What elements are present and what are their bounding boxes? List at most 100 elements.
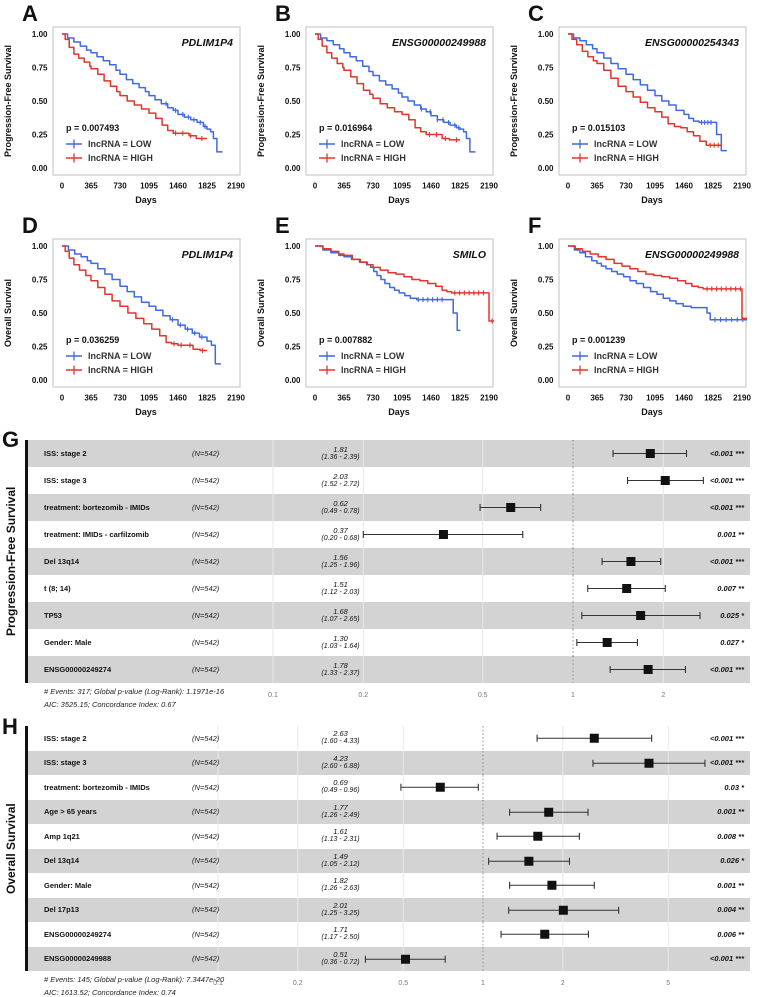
- row-n: (N=542): [192, 905, 220, 915]
- y-tick-label: 0.00: [285, 164, 301, 173]
- row-hazard-ratio: 2.03 (1.52 - 2.72): [283, 467, 398, 494]
- x-tick-label: 0: [60, 182, 65, 191]
- legend-label: lncRNA = LOW: [341, 139, 405, 149]
- x-tick-label: 365: [590, 182, 604, 191]
- p-value-label: p = 0.001239: [572, 335, 625, 345]
- gene-label: PDLIM1P4: [182, 249, 234, 261]
- forest-row-plot: [217, 873, 669, 898]
- row-p-value: 0.026 *: [720, 856, 744, 866]
- x-tick-label: 0: [60, 394, 65, 403]
- row-p-value: 0.03 *: [724, 782, 744, 792]
- hr-ci: (1.17 - 2.50): [321, 934, 360, 942]
- x-tick-label: 1095: [393, 182, 411, 191]
- row-p-value: 0.006 **: [717, 929, 744, 939]
- row-label: treatment: bortezomib - IMIDs: [44, 782, 150, 792]
- y-tick-label: 0.00: [538, 164, 554, 173]
- hr-value: 1.68: [333, 606, 348, 616]
- x-axis-label: Days: [388, 195, 410, 205]
- forest-rows: ISS: stage 2 (N=542) 1.81 (1.36 - 2.39) <0.0…: [28, 440, 750, 683]
- axis-tick-label: 5: [666, 980, 671, 987]
- y-tick-label: 0.25: [285, 130, 301, 139]
- legend-label: lncRNA = LOW: [88, 351, 152, 361]
- forest-row: ISS: stage 3 (N=542) 4.23 (2.60 - 6.88) <0.0…: [28, 750, 750, 775]
- row-hazard-ratio: 0.69 (0.49 - 0.96): [283, 775, 398, 800]
- legend-label: lncRNA = LOW: [594, 351, 658, 361]
- row-n: (N=542): [192, 503, 220, 512]
- x-tick-label: 1825: [451, 182, 469, 191]
- row-label: ISS: stage 3: [44, 758, 87, 768]
- row-p-value: 0.008 **: [717, 831, 744, 841]
- forest-row-plot: [272, 521, 664, 548]
- y-tick-label: 0.25: [538, 342, 554, 351]
- hr-value: 1.56: [333, 552, 348, 562]
- x-tick-label: 365: [84, 394, 98, 403]
- row-p-value: 0.001 **: [717, 530, 744, 539]
- forest-row-plot: [217, 897, 669, 922]
- hr-value: 1.49: [333, 851, 348, 861]
- hr-ci: (2.60 - 6.88): [321, 762, 360, 770]
- km-chart: Progression-Free Survival 1.00 0.75 0.50 0.2…: [256, 26, 498, 205]
- row-p-value: 0.027 *: [720, 638, 744, 647]
- row-p-value: <0.001 ***: [710, 954, 744, 964]
- x-tick-label: 365: [590, 394, 604, 403]
- forest-row: Gender: Male (N=542) 1.82 (1.26 - 2.63) 0.00…: [28, 873, 750, 898]
- row-p-value: <0.001 ***: [710, 449, 744, 458]
- forest-row: ENSG00000249274 (N=542) 1.71 (1.17 - 2.50) 0…: [28, 922, 750, 947]
- y-tick-label: 0.75: [32, 63, 48, 72]
- y-tick-label: 0.50: [32, 97, 48, 106]
- hr-value: 1.78: [333, 660, 348, 670]
- axis-group-label: Progression-Free Survival: [4, 486, 18, 637]
- row-label: ENSG00000249988: [44, 954, 112, 964]
- row-p-value: <0.001 ***: [710, 758, 744, 768]
- p-value-label: p = 0.007493: [66, 123, 119, 133]
- y-tick-label: 1.00: [285, 242, 301, 251]
- forest-footer-events: # Events: 317; Global p-value (Log-Rank)…: [44, 687, 225, 696]
- forest-row: TP53 (N=542) 1.68 (1.07 - 2.65) 0.025 *: [28, 602, 750, 629]
- hr-value: 2.01: [333, 900, 348, 910]
- y-tick-label: 0.50: [538, 309, 554, 318]
- row-n: (N=542): [192, 733, 220, 743]
- x-tick-label: 2190: [733, 394, 751, 403]
- x-tick-label: 2190: [480, 182, 498, 191]
- y-tick-label: 0.75: [32, 275, 48, 284]
- row-n: (N=542): [192, 807, 220, 817]
- hr-ci: (1.25 - 1.96): [321, 561, 360, 569]
- x-axis-label: Days: [135, 195, 157, 205]
- legend-label: lncRNA = HIGH: [88, 153, 153, 163]
- row-hazard-ratio: 0.51 (0.36 - 0.72): [283, 947, 398, 972]
- x-tick-label: 1460: [422, 394, 440, 403]
- y-axis-label: Overall Survival: [3, 279, 13, 347]
- axis-tick-label: 1: [481, 980, 485, 987]
- hr-ci: (1.13 - 2.31): [321, 836, 360, 844]
- row-p-value: 0.007 **: [717, 584, 744, 593]
- row-label: Del 13q14: [44, 856, 80, 866]
- panel-letter: C: [528, 1, 544, 26]
- y-axis-label: Progression-Free Survival: [3, 45, 13, 157]
- row-label: treatment: bortezomib - IMIDs: [44, 503, 150, 512]
- forest-row-plot: [272, 467, 704, 494]
- x-tick-label: 730: [113, 182, 127, 191]
- forest-row: ISS: stage 2 (N=542) 1.81 (1.36 - 2.39) <0.0…: [28, 440, 750, 467]
- y-tick-label: 1.00: [285, 30, 301, 39]
- row-hazard-ratio: 1.56 (1.25 - 1.96): [283, 548, 398, 575]
- row-n: (N=542): [192, 954, 220, 964]
- forest-row-plot: [217, 726, 669, 751]
- hr-value: 0.69: [333, 778, 348, 788]
- row-hazard-ratio: 1.30 (1.03 - 1.64): [283, 629, 398, 656]
- forest-row: Del 17p13 (N=542) 2.01 (1.25 - 3.25) 0.004 *…: [28, 897, 750, 922]
- hr-value: 1.30: [333, 633, 348, 643]
- x-tick-label: 1095: [393, 394, 411, 403]
- hr-ci: (0.49 - 0.96): [321, 787, 360, 795]
- x-tick-label: 1460: [169, 182, 187, 191]
- forest-row: Del 13q14 (N=542) 1.49 (1.05 - 2.12) 0.026 *: [28, 848, 750, 874]
- hr-ci: (1.05 - 2.12): [321, 860, 360, 868]
- forest-row: ENSG00000249988 (N=542) 0.51 (0.36 - 0.72) <…: [28, 946, 750, 972]
- y-tick-label: 1.00: [32, 30, 48, 39]
- row-hazard-ratio: 1.49 (1.05 - 2.12): [283, 849, 398, 874]
- forest-row: t (8; 14) (N=542) 1.51 (1.12 - 2.03) 0.007 *…: [28, 575, 750, 602]
- row-label: t (8; 14): [44, 584, 71, 593]
- forest-plot-overall-survival: H Overall Survival ISS: stage 2 (N=542) 2.63…: [0, 716, 757, 997]
- y-tick-label: 1.00: [538, 30, 554, 39]
- row-n: (N=542): [192, 584, 220, 593]
- gene-label: ENSG00000254343: [645, 37, 739, 49]
